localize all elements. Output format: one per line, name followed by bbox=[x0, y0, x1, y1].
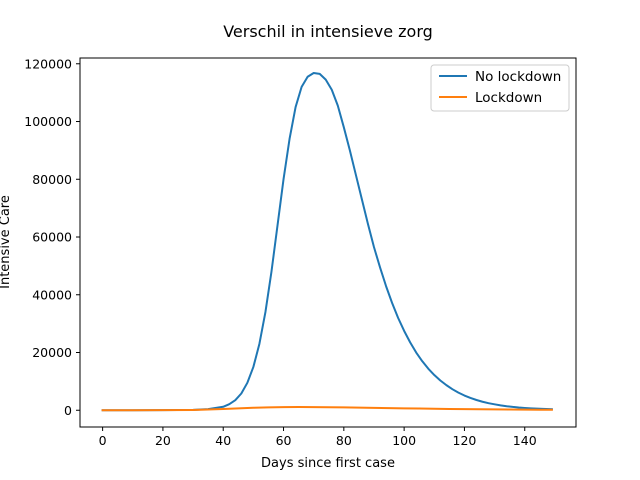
plot-lines bbox=[101, 72, 553, 412]
series-line-no-lockdown bbox=[101, 72, 553, 412]
legend: No lockdown Lockdown bbox=[430, 64, 570, 112]
legend-label: No lockdown bbox=[475, 69, 561, 85]
x-tick-label: 0 bbox=[99, 433, 107, 448]
y-axis-label: Intensive Care bbox=[0, 195, 13, 289]
y-tick-label: 100000 bbox=[24, 114, 72, 129]
y-tick-label: 80000 bbox=[32, 172, 72, 187]
x-tick-label: 40 bbox=[215, 433, 231, 448]
x-tick-label: 120 bbox=[453, 433, 477, 448]
axes-frame bbox=[79, 57, 577, 428]
x-tick-label: 60 bbox=[276, 433, 292, 448]
y-tick-label: 60000 bbox=[32, 230, 72, 245]
y-tick-label: 120000 bbox=[24, 56, 72, 71]
axis-ticks: 0 20 40 60 80 100 120 140 0 20000 40000 60000 80000 1… bbox=[24, 56, 536, 448]
y-tick-label: 0 bbox=[64, 403, 72, 418]
chart-title: Verschil in intensieve zorg bbox=[223, 22, 433, 41]
legend-label: Lockdown bbox=[475, 90, 542, 106]
y-tick-label: 40000 bbox=[32, 287, 72, 302]
x-tick-label: 100 bbox=[392, 433, 416, 448]
x-tick-label: 20 bbox=[155, 433, 171, 448]
x-tick-label: 140 bbox=[513, 433, 537, 448]
y-tick-label: 20000 bbox=[32, 345, 72, 360]
x-tick-label: 80 bbox=[336, 433, 352, 448]
x-axis-label: Days since first case bbox=[261, 456, 395, 471]
series-line-lockdown bbox=[101, 406, 553, 412]
